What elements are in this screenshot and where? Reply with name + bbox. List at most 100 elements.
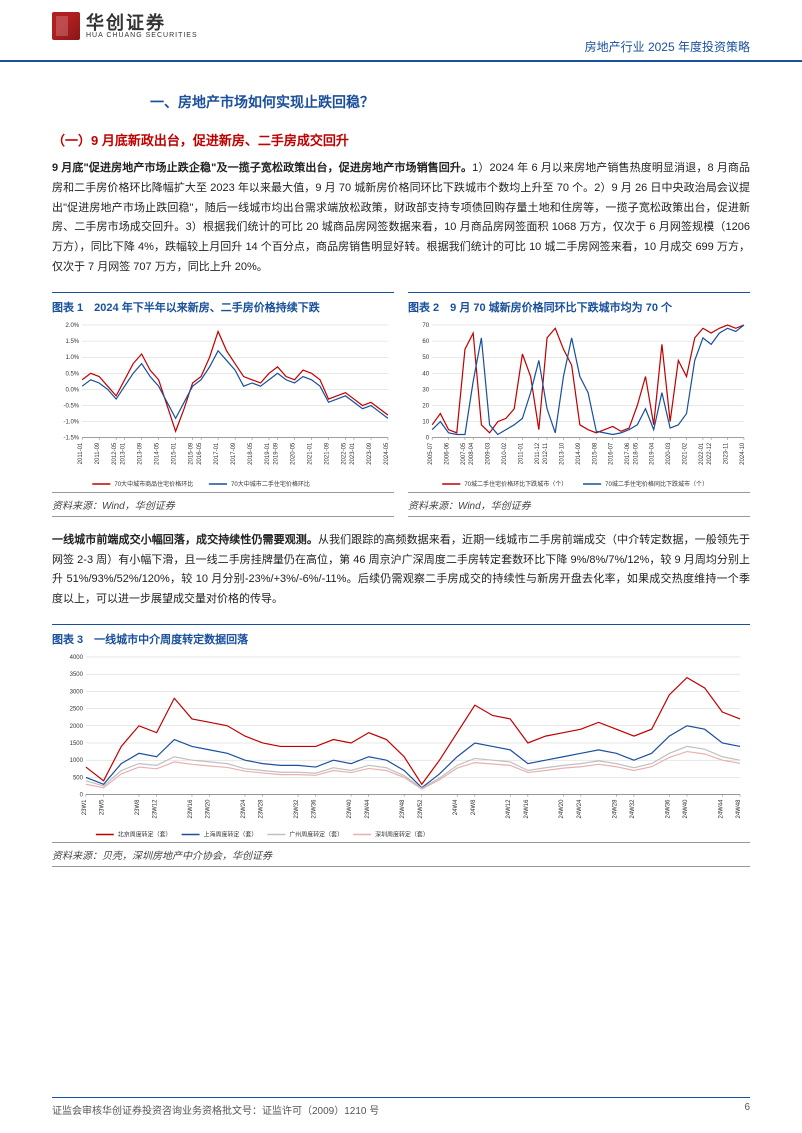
svg-text:70大中城市商品住宅价格环比: 70大中城市商品住宅价格环比 (114, 480, 193, 488)
chart-3-title: 图表 3 一线城市中介周度转定数据回落 (52, 624, 750, 651)
svg-text:24W4: 24W4 (453, 799, 459, 815)
svg-text:2011-01: 2011-01 (518, 442, 524, 464)
svg-text:10: 10 (422, 419, 429, 425)
chart-2-block: 图表 2 9 月 70 城新房价格同环比下跌城市均为 70 个 70605040… (408, 292, 750, 517)
svg-text:23W12: 23W12 (153, 799, 159, 819)
footer-page: 6 (744, 1102, 750, 1117)
logo-en: HUA CHUANG SECURITIES (86, 32, 198, 39)
chart-row-1: 图表 1 2024 年下半年以来新房、二手房价格持续下跌 2.0%1.5%1.0… (52, 292, 750, 517)
svg-text:-1.5%: -1.5% (63, 435, 79, 441)
svg-text:-0.5%: -0.5% (63, 403, 79, 409)
svg-text:2008-04: 2008-04 (469, 442, 475, 465)
chart-3-block: 图表 3 一线城市中介周度转定数据回落 40003500300025002000… (52, 624, 750, 867)
svg-text:2019-04: 2019-04 (650, 442, 656, 465)
svg-text:24W28: 24W28 (612, 799, 618, 819)
svg-text:70城二手住宅价格环比下跌城市（个）: 70城二手住宅价格环比下跌城市（个） (464, 480, 567, 488)
page: 华创证券 HUA CHUANG SECURITIES 房地产行业 2025 年度… (0, 0, 802, 1133)
svg-text:2020-05: 2020-05 (291, 442, 297, 465)
logo: 华创证券 HUA CHUANG SECURITIES (52, 12, 198, 40)
subsection-title: （一）9 月底新政出台，促进新房、二手房成交回升 (52, 130, 750, 149)
svg-text:2019-01: 2019-01 (265, 442, 271, 465)
chart-3-source: 资料来源：贝壳，深圳房地产中介协会，华创证券 (52, 842, 750, 867)
svg-text:深圳周度转定（套）: 深圳周度转定（套） (375, 830, 429, 838)
svg-text:500: 500 (73, 775, 84, 781)
logo-cn: 华创证券 (86, 14, 198, 32)
svg-text:2022-01: 2022-01 (699, 442, 705, 465)
svg-text:24W48: 24W48 (736, 799, 742, 819)
svg-text:2009-03: 2009-03 (486, 442, 492, 465)
paragraph-1: 9 月底"促进房地产市场止跌企稳"及一揽子宽松政策出台，促进房地产市场销售回升。… (52, 159, 750, 278)
svg-text:23W52: 23W52 (418, 799, 424, 819)
footer-left: 证监会审核华创证券投资咨询业务资格批文号：证监许可（2009）1210 号 (52, 1102, 379, 1117)
svg-text:2015-08: 2015-08 (592, 442, 598, 465)
chart-1-source: 资料来源：Wind，华创证券 (52, 492, 394, 517)
svg-text:2006-06: 2006-06 (445, 442, 451, 465)
svg-text:23W44: 23W44 (365, 799, 371, 819)
svg-text:2018-05: 2018-05 (248, 442, 254, 465)
svg-text:上海周度转定（套）: 上海周度转定（套） (204, 830, 258, 838)
para1-lead: 9 月底"促进房地产市场止跌企稳"及一揽子宽松政策出台，促进房地产市场销售回升。 (52, 162, 472, 174)
svg-text:2013-09: 2013-09 (138, 442, 144, 465)
chart-3-svg: 4000350030002500200015001000500023W123W5… (52, 651, 750, 840)
svg-text:1000: 1000 (70, 758, 84, 764)
report-title: 房地产行业 2025 年度投资策略 (585, 38, 750, 55)
footer: 证监会审核华创证券投资咨询业务资格批文号：证监许可（2009）1210 号 6 (52, 1097, 750, 1117)
svg-text:1500: 1500 (70, 741, 84, 747)
chart-1-svg: 2.0%1.5%1.0%0.5%0.0%-0.5%-1.0%-1.5%2011-… (52, 319, 394, 490)
svg-text:2.0%: 2.0% (65, 323, 79, 329)
svg-text:2015-09: 2015-09 (189, 442, 195, 465)
svg-text:2014-05: 2014-05 (155, 442, 161, 465)
svg-text:2011-12: 2011-12 (535, 442, 541, 464)
svg-text:2014-09: 2014-09 (576, 442, 582, 465)
svg-text:24W44: 24W44 (718, 799, 724, 819)
svg-text:50: 50 (422, 355, 429, 361)
svg-text:北京周度转定（套）: 北京周度转定（套） (118, 830, 172, 838)
svg-text:2022-12: 2022-12 (707, 442, 713, 465)
svg-text:24W36: 24W36 (665, 799, 671, 819)
svg-text:2500: 2500 (70, 707, 84, 713)
svg-text:2017-09: 2017-09 (231, 442, 237, 465)
svg-text:24W12: 24W12 (506, 799, 512, 819)
svg-text:1.0%: 1.0% (65, 355, 79, 361)
svg-text:0.5%: 0.5% (65, 371, 79, 377)
svg-text:2024-05: 2024-05 (384, 442, 390, 465)
svg-text:3000: 3000 (70, 689, 84, 695)
svg-text:2013-10: 2013-10 (559, 442, 565, 465)
svg-text:23W8: 23W8 (135, 799, 141, 815)
section-title: 一、房地产市场如何实现止跌回稳？ (150, 92, 750, 112)
svg-text:2010-02: 2010-02 (502, 442, 508, 465)
chart-1-title: 图表 1 2024 年下半年以来新房、二手房价格持续下跌 (52, 292, 394, 319)
svg-text:广州周度转定（套）: 广州周度转定（套） (289, 830, 343, 838)
svg-text:23W1: 23W1 (82, 799, 88, 815)
svg-text:2017-01: 2017-01 (214, 442, 220, 465)
chart-2-title: 图表 2 9 月 70 城新房价格同环比下跌城市均为 70 个 (408, 292, 750, 319)
content: 一、房地产市场如何实现止跌回稳？ （一）9 月底新政出台，促进新房、二手房成交回… (0, 62, 802, 867)
svg-text:2023-11: 2023-11 (724, 442, 730, 464)
svg-text:2011-01: 2011-01 (78, 442, 84, 464)
svg-text:2013-01: 2013-01 (121, 442, 127, 465)
svg-text:2024-10: 2024-10 (740, 442, 746, 465)
para1-rest: 1）2024 年 6 月以来房地产销售热度明显消退，8 月商品房和二手房价格环比… (52, 162, 750, 273)
svg-text:4000: 4000 (70, 655, 84, 661)
svg-text:23W36: 23W36 (312, 799, 318, 819)
svg-text:40: 40 (422, 371, 429, 377)
svg-text:2022-05: 2022-05 (342, 442, 348, 465)
svg-text:24W40: 24W40 (683, 799, 689, 819)
svg-text:2016-05: 2016-05 (197, 442, 203, 465)
svg-text:30: 30 (422, 387, 429, 393)
svg-text:2018-05: 2018-05 (633, 442, 639, 465)
svg-text:23W48: 23W48 (400, 799, 406, 819)
svg-text:2021-01: 2021-01 (308, 442, 314, 465)
svg-text:2017-06: 2017-06 (625, 442, 631, 465)
svg-text:24W20: 24W20 (559, 799, 565, 819)
svg-text:0: 0 (426, 435, 430, 441)
svg-text:24W8: 24W8 (471, 799, 477, 815)
svg-text:2016-07: 2016-07 (609, 442, 615, 465)
svg-text:24W24: 24W24 (577, 799, 583, 819)
svg-text:2021-02: 2021-02 (683, 442, 689, 465)
svg-text:0.0%: 0.0% (65, 387, 79, 393)
svg-text:2011-09: 2011-09 (95, 442, 101, 464)
svg-text:-1.0%: -1.0% (63, 419, 79, 425)
svg-text:2021-09: 2021-09 (325, 442, 331, 465)
chart-1-block: 图表 1 2024 年下半年以来新房、二手房价格持续下跌 2.0%1.5%1.0… (52, 292, 394, 517)
